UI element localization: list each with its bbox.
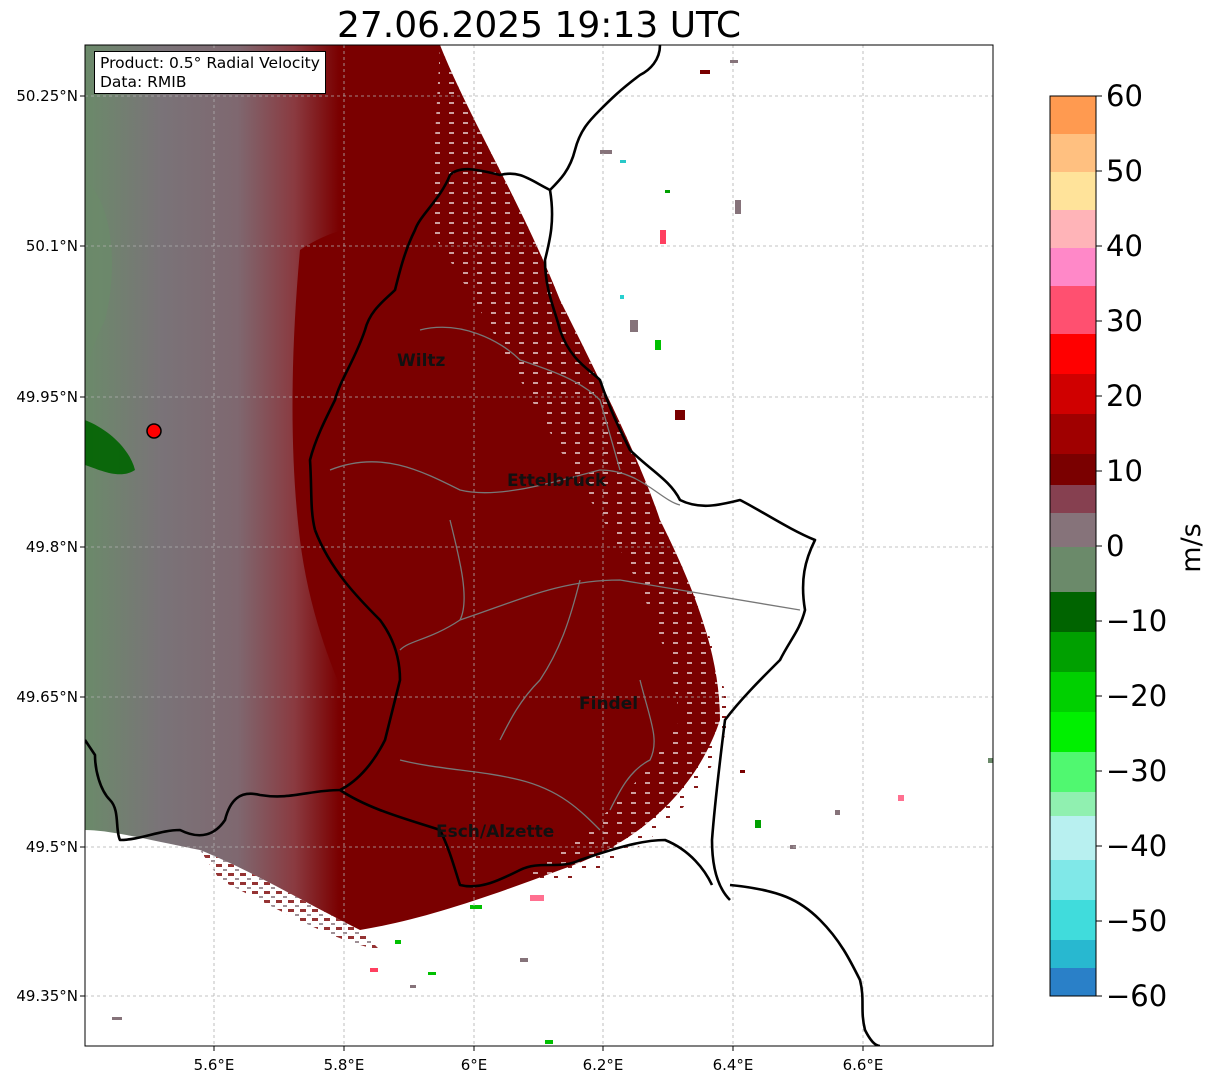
lat-label: 49.35°N: [16, 987, 78, 1005]
lat-label: 49.65°N: [16, 688, 78, 706]
radar-site-marker: [146, 423, 162, 439]
district-boundaries: [329, 326, 801, 831]
colorbar-tick-label: 10: [1106, 454, 1143, 488]
colorbar-tick-label: −30: [1106, 754, 1168, 788]
colorbar-tick-label: 50: [1106, 154, 1143, 188]
colorbar: [1049, 95, 1102, 997]
colorbar-unit-label: m/s: [1176, 523, 1207, 573]
lat-label: 50.1°N: [25, 237, 78, 255]
data-source-label: Data: RMIB: [100, 73, 187, 91]
lat-label: 49.95°N: [16, 388, 78, 406]
lon-label: 6.6°E: [842, 1056, 884, 1074]
colorbar-tick-label: −20: [1106, 679, 1168, 713]
product-label: Product: 0.5° Radial Velocity: [100, 54, 320, 72]
lat-label: 49.8°N: [25, 538, 78, 556]
national-borders: [85, 45, 881, 1046]
colorbar-tick-label: 30: [1106, 304, 1143, 338]
map-title: 27.06.2025 19:13 UTC: [336, 5, 742, 46]
colorbar-tick-label: 40: [1106, 229, 1143, 263]
city-label-findel: Findel: [579, 694, 639, 714]
lon-label: 6.2°E: [582, 1056, 624, 1074]
lon-label: 6°E: [460, 1056, 488, 1074]
colorbar-tick-label: −50: [1106, 904, 1168, 938]
scattered-echoes: [112, 60, 993, 1044]
city-label-esch-alzette: Esch/Alzette: [436, 822, 555, 842]
gridlines: [85, 45, 993, 1046]
lon-label: 6.4°E: [712, 1056, 754, 1074]
colorbar-tick-label: −40: [1106, 829, 1168, 863]
product-info-box: Product: 0.5° Radial Velocity Data: RMIB: [94, 51, 326, 94]
colorbar-tick-label: 60: [1106, 79, 1143, 113]
colorbar-tick-label: 0: [1106, 529, 1125, 563]
city-label-wiltz: Wiltz: [397, 351, 446, 371]
lat-label: 50.25°N: [16, 87, 78, 105]
city-label-ettelbruck: Ettelbruck: [507, 471, 607, 491]
colorbar-tick-label: 20: [1106, 379, 1143, 413]
colorbar-tick-label: −10: [1106, 604, 1168, 638]
lat-label: 49.5°N: [25, 838, 78, 856]
lon-label: 5.8°E: [323, 1056, 365, 1074]
colorbar-tick-label: −60: [1106, 979, 1168, 1013]
lon-label: 5.6°E: [193, 1056, 235, 1074]
